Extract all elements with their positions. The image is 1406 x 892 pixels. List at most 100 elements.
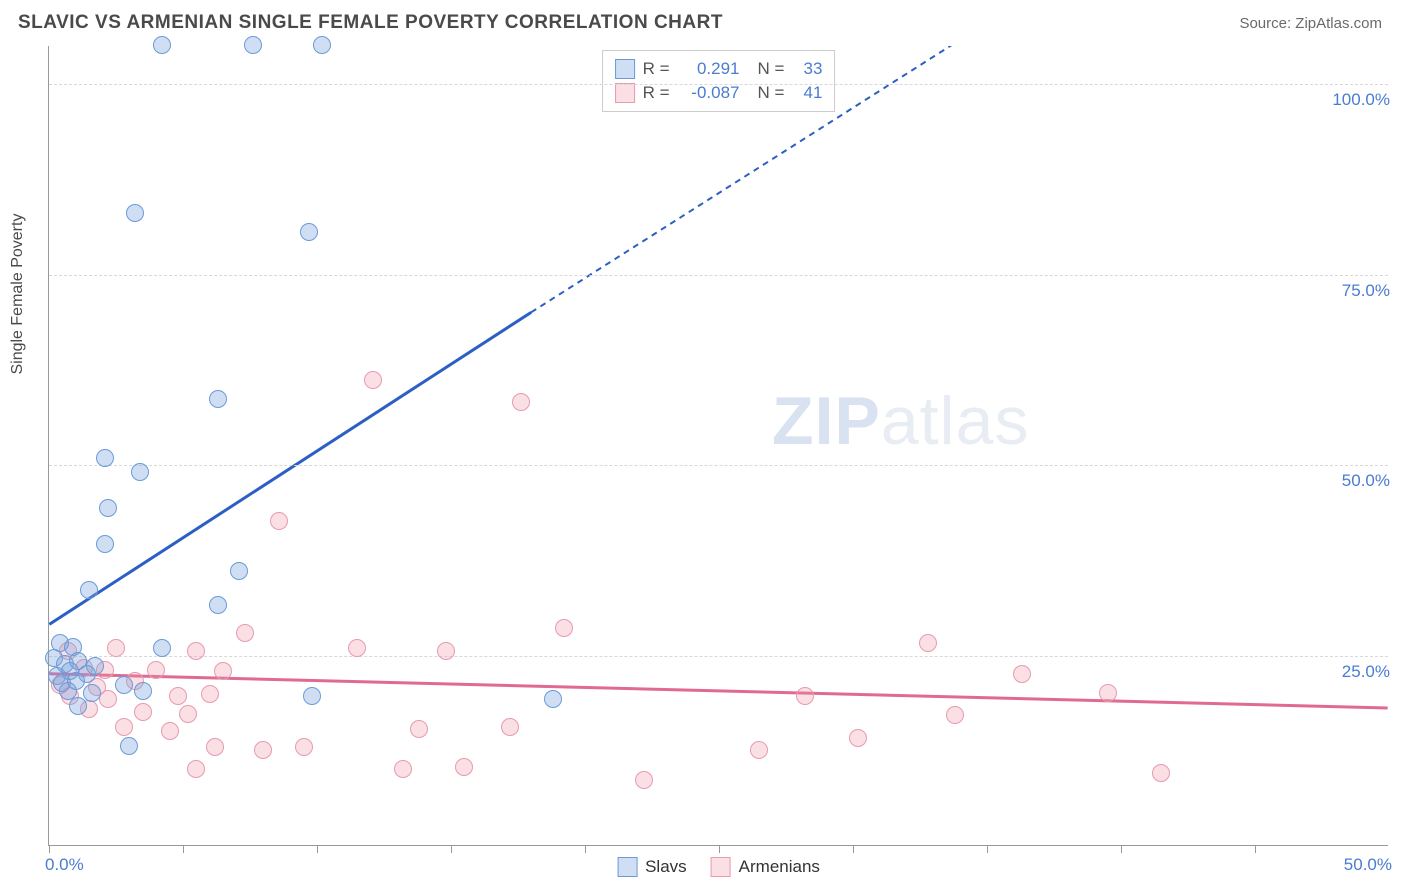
y-tick-label: 25.0%: [1300, 662, 1390, 682]
scatter-point-slavs: [83, 684, 101, 702]
x-tick: [451, 845, 452, 853]
scatter-point-armenians: [201, 685, 219, 703]
trendline-armenians: [49, 674, 1387, 708]
scatter-point-armenians: [348, 639, 366, 657]
scatter-point-armenians: [1152, 764, 1170, 782]
scatter-point-slavs: [209, 596, 227, 614]
x-tick: [49, 845, 50, 853]
scatter-point-slavs: [131, 463, 149, 481]
gridline-horizontal: [49, 275, 1388, 276]
r-label: R =: [643, 59, 670, 79]
legend-correlation-box: R = 0.291 N = 33 R = -0.087 N = 41: [602, 50, 836, 112]
scatter-point-armenians: [236, 624, 254, 642]
scatter-point-slavs: [120, 737, 138, 755]
legend-series: Slavs Armenians: [617, 857, 820, 877]
scatter-point-armenians: [147, 661, 165, 679]
x-tick: [317, 845, 318, 853]
plot-area: ZIPatlas R =0.291N =33R =-0.087N =41 0.0…: [48, 46, 1388, 846]
n-value: 41: [792, 83, 822, 103]
scatter-point-armenians: [555, 619, 573, 637]
scatter-point-armenians: [107, 639, 125, 657]
y-tick-label: 100.0%: [1300, 90, 1390, 110]
scatter-point-slavs: [544, 690, 562, 708]
x-tick: [853, 845, 854, 853]
scatter-point-armenians: [295, 738, 313, 756]
scatter-point-slavs: [303, 687, 321, 705]
x-tick: [183, 845, 184, 853]
scatter-point-slavs: [96, 449, 114, 467]
scatter-point-armenians: [187, 760, 205, 778]
legend-series-label: Slavs: [645, 857, 687, 877]
scatter-point-armenians: [99, 690, 117, 708]
legend-series-label: Armenians: [739, 857, 820, 877]
x-tick: [987, 845, 988, 853]
legend-correlation-row: R = 0.291 N = 33: [615, 57, 823, 81]
scatter-point-armenians: [1099, 684, 1117, 702]
scatter-point-armenians: [134, 703, 152, 721]
scatter-point-slavs: [80, 581, 98, 599]
x-tick-label-min: 0.0%: [45, 855, 84, 875]
y-tick-label: 50.0%: [1300, 471, 1390, 491]
legend-swatch: [615, 83, 635, 103]
scatter-point-armenians: [270, 512, 288, 530]
trendlines-svg: [49, 46, 1388, 845]
scatter-point-armenians: [364, 371, 382, 389]
scatter-point-armenians: [206, 738, 224, 756]
legend-series-item: Armenians: [711, 857, 820, 877]
scatter-point-slavs: [153, 639, 171, 657]
scatter-point-armenians: [501, 718, 519, 736]
scatter-point-slavs: [244, 36, 262, 54]
scatter-point-armenians: [635, 771, 653, 789]
legend-swatch: [711, 857, 731, 877]
chart-title: SLAVIC VS ARMENIAN SINGLE FEMALE POVERTY…: [18, 12, 723, 34]
x-tick: [719, 845, 720, 853]
scatter-point-armenians: [455, 758, 473, 776]
scatter-point-armenians: [512, 393, 530, 411]
scatter-point-armenians: [919, 634, 937, 652]
scatter-point-armenians: [1013, 665, 1031, 683]
scatter-point-slavs: [209, 390, 227, 408]
scatter-point-armenians: [394, 760, 412, 778]
n-label: N =: [758, 59, 785, 79]
n-value: 33: [792, 59, 822, 79]
gridline-horizontal: [49, 656, 1388, 657]
gridline-horizontal: [49, 84, 1388, 85]
scatter-point-slavs: [126, 204, 144, 222]
scatter-point-armenians: [214, 662, 232, 680]
scatter-point-slavs: [313, 36, 331, 54]
scatter-point-armenians: [179, 705, 197, 723]
x-tick: [585, 845, 586, 853]
scatter-point-armenians: [849, 729, 867, 747]
r-label: R =: [643, 83, 670, 103]
watermark: ZIPatlas: [772, 382, 1029, 460]
scatter-point-slavs: [69, 697, 87, 715]
scatter-point-armenians: [254, 741, 272, 759]
scatter-point-armenians: [750, 741, 768, 759]
scatter-point-slavs: [99, 499, 117, 517]
scatter-point-slavs: [96, 535, 114, 553]
scatter-point-slavs: [134, 682, 152, 700]
scatter-point-slavs: [230, 562, 248, 580]
y-axis-label: Single Female Poverty: [9, 214, 27, 375]
x-tick-label-max: 50.0%: [1344, 855, 1392, 875]
legend-swatch: [617, 857, 637, 877]
r-value: -0.087: [678, 83, 740, 103]
y-tick-label: 75.0%: [1300, 281, 1390, 301]
scatter-point-armenians: [796, 687, 814, 705]
chart-container: Single Female Poverty ZIPatlas R =0.291N…: [48, 46, 1388, 846]
gridline-horizontal: [49, 465, 1388, 466]
trendline-slavs-solid: [49, 312, 531, 624]
legend-series-item: Slavs: [617, 857, 687, 877]
scatter-point-armenians: [115, 718, 133, 736]
scatter-point-slavs: [115, 676, 133, 694]
scatter-point-armenians: [437, 642, 455, 660]
x-tick: [1255, 845, 1256, 853]
scatter-point-armenians: [161, 722, 179, 740]
scatter-point-armenians: [946, 706, 964, 724]
n-label: N =: [758, 83, 785, 103]
scatter-point-slavs: [153, 36, 171, 54]
legend-swatch: [615, 59, 635, 79]
r-value: 0.291: [678, 59, 740, 79]
scatter-point-armenians: [187, 642, 205, 660]
x-tick: [1121, 845, 1122, 853]
